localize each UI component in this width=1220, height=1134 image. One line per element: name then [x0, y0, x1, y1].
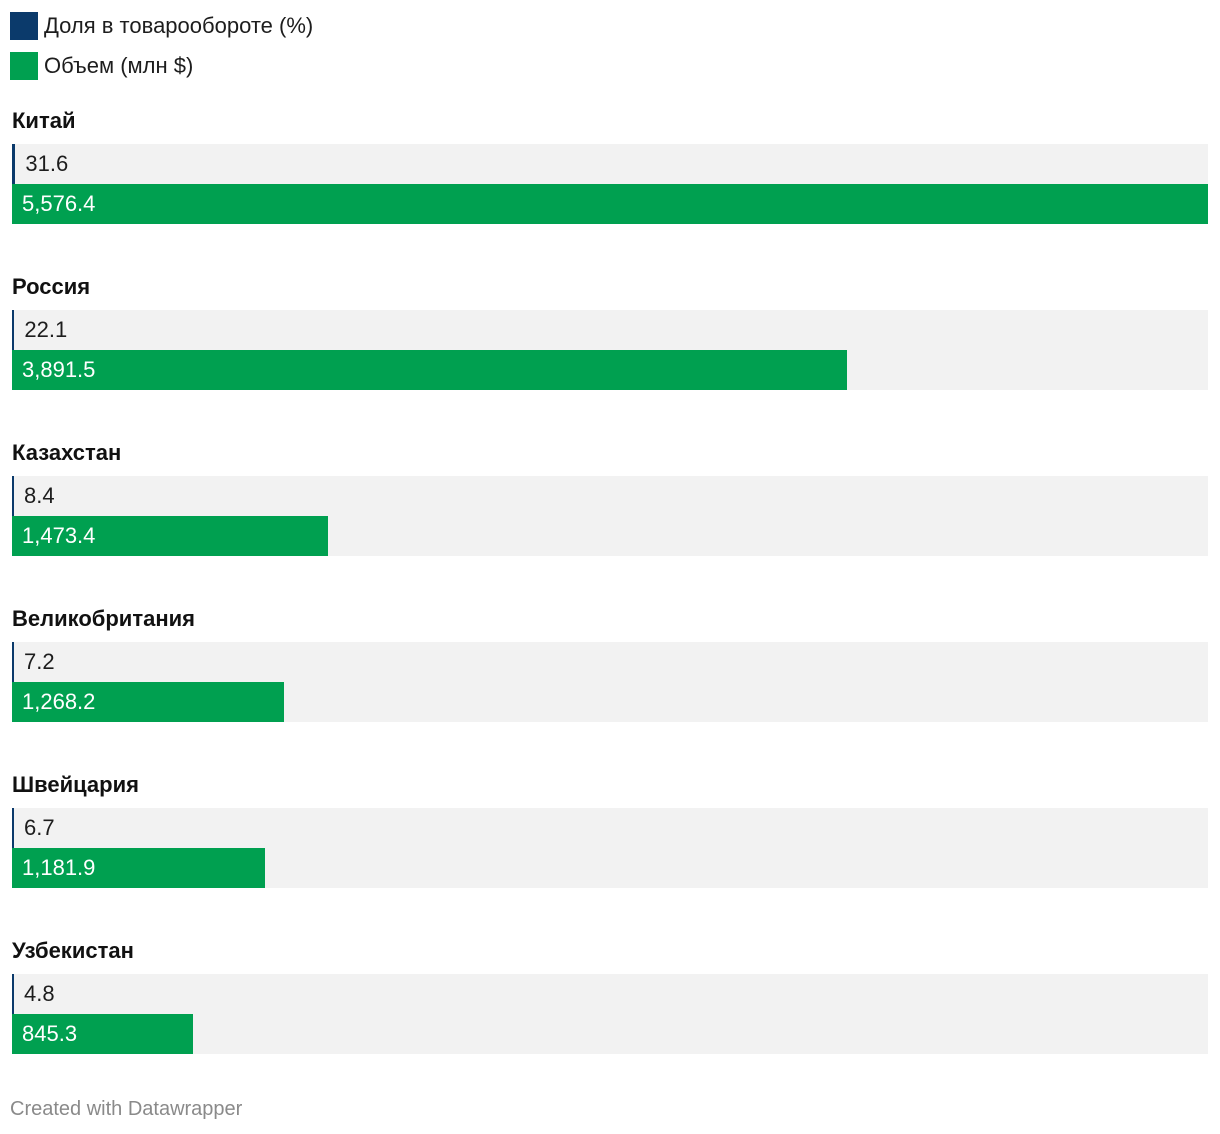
- category-label: Китай: [12, 108, 76, 133]
- bar-group: Узбекистан 4.8 845.3: [12, 934, 1208, 1100]
- bar-track: 6.7: [12, 808, 1208, 848]
- value-label-share: 22.1: [24, 317, 68, 342]
- value-label-share: 7.2: [24, 649, 55, 674]
- category-label: Узбекистан: [12, 938, 134, 963]
- value-label-share: 31.6: [25, 151, 69, 176]
- bar-track: 1,181.9: [12, 848, 1208, 888]
- legend-label-volume: Объем (млн $): [44, 53, 194, 78]
- bar-volume: [12, 184, 1208, 224]
- bar-share: [12, 144, 16, 184]
- credit-text: Created with Datawrapper: [10, 1098, 243, 1120]
- bar-share: [12, 808, 14, 848]
- value-label-share: 8.4: [24, 483, 55, 508]
- category-label: Великобритания: [12, 606, 195, 631]
- legend: Доля в товарообороте (%) Объем (млн $): [10, 12, 313, 92]
- bar-share: [12, 974, 14, 1014]
- value-label-volume: 1,181.9: [22, 855, 96, 880]
- bar-track: 7.2: [12, 642, 1208, 682]
- bar-group: Великобритания 7.2 1,268.2: [12, 602, 1208, 768]
- bar-group: Швейцария 6.7 1,181.9: [12, 768, 1208, 934]
- bar-track: 8.4: [12, 476, 1208, 516]
- bar-track: 4.8: [12, 974, 1208, 1014]
- value-label-volume: 5,576.4: [22, 191, 96, 216]
- bar-volume: [12, 848, 266, 888]
- value-label-share: 4.8: [24, 981, 55, 1006]
- value-label-volume: 1,473.4: [22, 523, 96, 548]
- category-label: Казахстан: [12, 440, 122, 465]
- value-label-volume: 3,891.5: [22, 357, 96, 382]
- bar-volume: [12, 350, 847, 390]
- bar-group: Россия 22.1 3,891.5: [12, 270, 1208, 436]
- bar-group: Казахстан 8.4 1,473.4: [12, 436, 1208, 602]
- bar-track: 1,268.2: [12, 682, 1208, 722]
- bar-track: 845.3: [12, 1014, 1208, 1054]
- bar-track: 22.1: [12, 310, 1208, 350]
- legend-label-share: Доля в товарообороте (%): [44, 13, 314, 38]
- category-label: Россия: [12, 274, 91, 299]
- bar-volume: [12, 1014, 194, 1054]
- bar-track: 31.6: [12, 144, 1208, 184]
- bar-track: 1,473.4: [12, 516, 1208, 556]
- bar-chart: Китай 31.6 5,576.4 Россия 22.1 3,891.5 Казахст…: [12, 104, 1208, 1100]
- legend-swatch-volume: [10, 52, 38, 80]
- value-label-share: 6.7: [24, 815, 55, 840]
- bar-group: Китай 31.6 5,576.4: [12, 104, 1208, 270]
- bar-share: [12, 310, 15, 350]
- legend-swatch-share: [10, 12, 38, 40]
- bar-share: [12, 476, 14, 516]
- bar-volume: [12, 682, 284, 722]
- legend-item-share: Доля в товарообороте (%): [10, 12, 313, 40]
- category-label: Швейцария: [12, 772, 139, 797]
- bar-track: 3,891.5: [12, 350, 1208, 390]
- legend-item-volume: Объем (млн $): [10, 52, 313, 80]
- value-label-volume: 1,268.2: [22, 689, 96, 714]
- bar-share: [12, 642, 14, 682]
- bar-track: 5,576.4: [12, 184, 1208, 224]
- bar-volume: [12, 516, 328, 556]
- value-label-volume: 845.3: [22, 1021, 78, 1046]
